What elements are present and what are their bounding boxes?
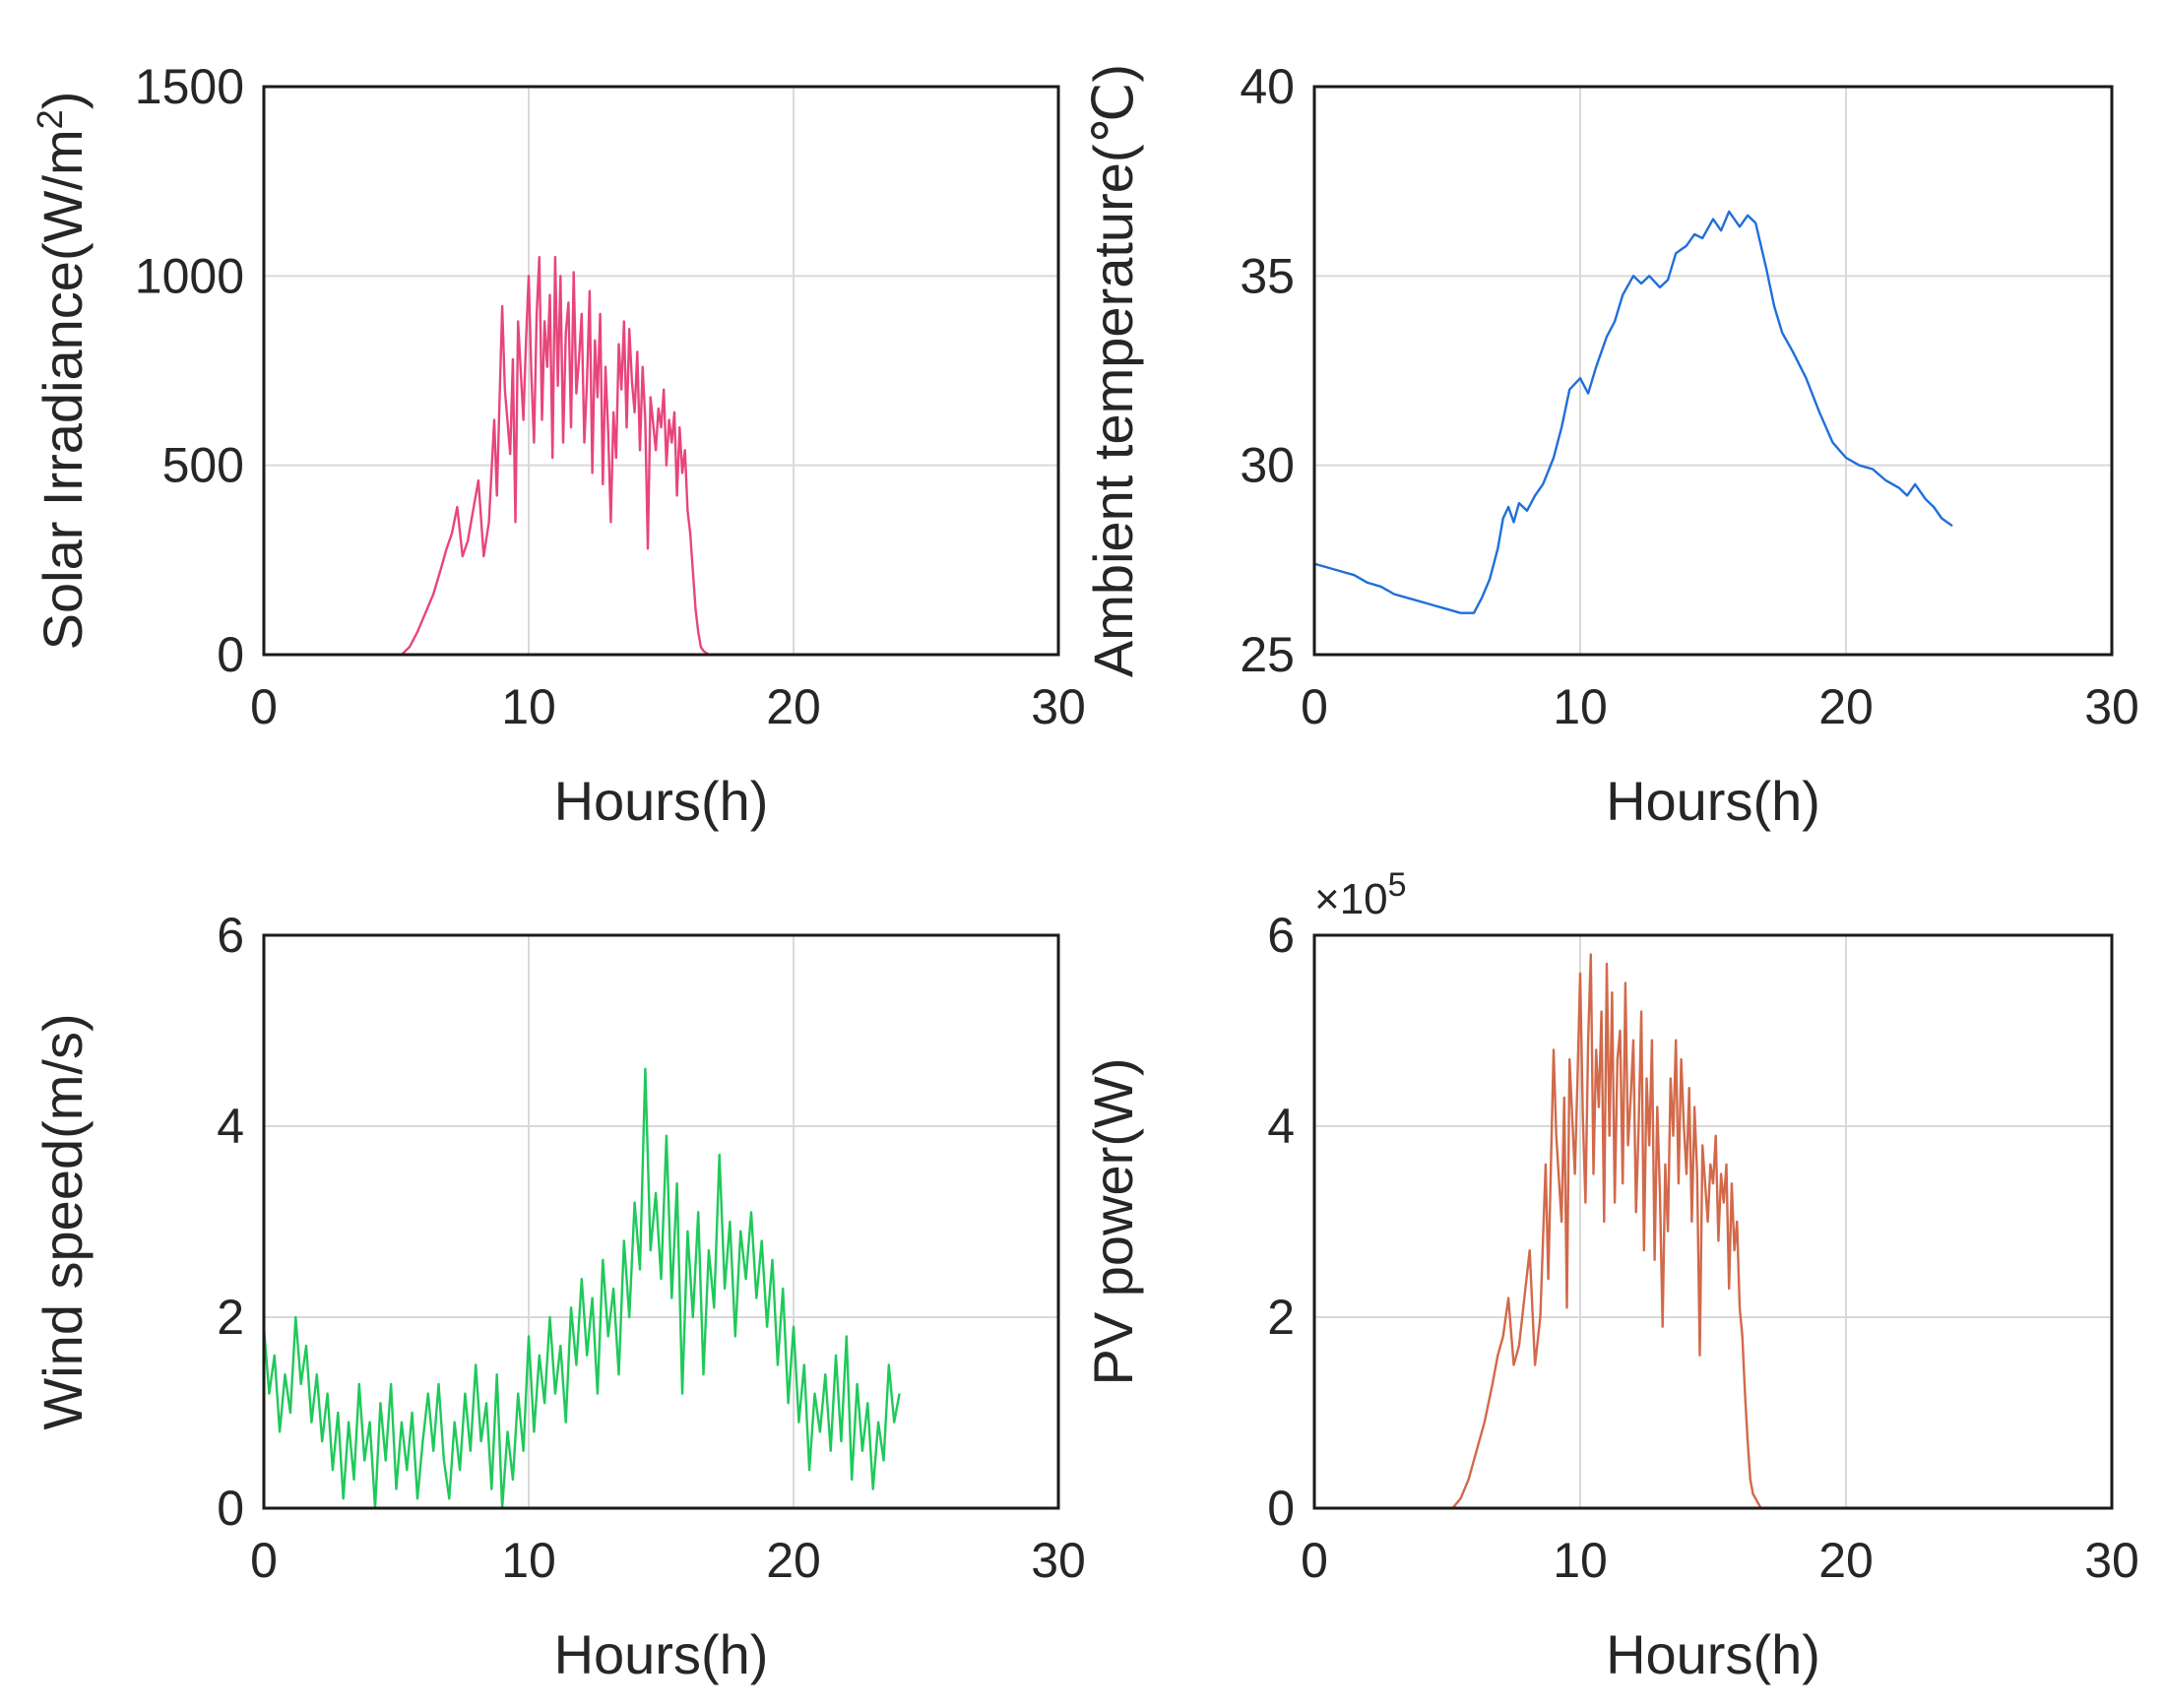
y-tick-label: 1500 [135,59,244,114]
x-tick-label: 10 [501,1533,556,1588]
y-tick-label: 35 [1240,248,1295,303]
x-axis-label: Hours(h) [1606,770,1820,832]
tick-labels: 0 10 20 30 0 2 4 6 [1267,908,2139,1588]
plot-area [264,87,1058,655]
y-tick-label: 4 [1267,1099,1295,1154]
chart-panel-4: 0 10 20 30 0 2 4 6 Hours(h) PV power(W) ×105 [1082,866,2139,1685]
y-tick-label: 25 [1240,627,1295,682]
y-tick-label: 30 [1240,438,1295,493]
axes-frame [1312,85,2114,657]
chart-panel-3: 0 10 20 30 0 2 4 6 Hours(h) Wind speed(m/s) [32,908,1086,1685]
tick-labels: 0 10 20 30 0 500 1000 1500 [135,59,1086,734]
y-tick-label: 2 [1267,1290,1295,1345]
y-exponent-label: ×105 [1314,866,1407,923]
y-tick-label: 0 [217,1481,244,1536]
gridlines [264,87,1058,655]
axes-frame [1312,933,2114,1510]
y-tick-label: 500 [162,438,244,493]
y-tick-label: 0 [1267,1481,1295,1536]
x-tick-label: 30 [2084,679,2139,734]
x-tick-label: 20 [1818,1533,1874,1588]
x-tick-label: 30 [1031,1533,1086,1588]
y-axis-label: Wind speed(m/s) [32,1013,94,1429]
x-tick-label: 20 [1818,679,1874,734]
series-line-ambient-temperature [1313,210,1953,614]
y-tick-label: 6 [1267,908,1295,963]
x-tick-label: 30 [2084,1533,2139,1588]
gridlines [1314,935,2112,1508]
y-tick-label: 4 [217,1099,244,1154]
tick-labels: 0 10 20 30 25 30 35 40 [1240,59,2138,734]
y-tick-label: 40 [1240,59,1295,114]
gridlines [1314,87,2112,655]
plot-area [264,935,1058,1508]
y-tick-label: 6 [217,908,244,963]
x-axis-label: Hours(h) [554,1623,769,1685]
plot-area [1314,935,2112,1508]
x-tick-label: 0 [1301,679,1328,734]
x-tick-label: 0 [250,1533,278,1588]
series-line-solar-irradiance [264,255,900,657]
x-axis-label: Hours(h) [554,770,769,832]
x-tick-label: 0 [1301,1533,1328,1588]
series-line-wind-speed [262,1067,901,1510]
series-line-pv-power [1314,953,1952,1510]
gridlines [264,935,1058,1508]
chart-panel-2: 0 10 20 30 25 30 35 40 Hours(h) Ambient temperatu… [1082,59,2139,832]
y-tick-label: 0 [217,627,244,682]
x-tick-label: 0 [250,679,278,734]
x-tick-label: 20 [766,679,821,734]
x-tick-label: 20 [766,1533,821,1588]
x-tick-label: 10 [501,679,556,734]
y-axis-label: Ambient temperature(℃) [1082,64,1144,677]
axes-frame [262,933,1060,1510]
x-tick-label: 10 [1553,1533,1608,1588]
y-tick-label: 1000 [135,248,244,303]
y-axis-label: Solar Irradiance(W/m2) [30,92,94,651]
y-tick-label: 2 [217,1290,244,1345]
axes-frame [262,85,1060,657]
x-tick-label: 10 [1553,679,1608,734]
plot-area [1314,87,2112,655]
x-axis-label: Hours(h) [1606,1623,1820,1685]
y-axis-label: PV power(W) [1082,1058,1144,1386]
x-tick-label: 30 [1031,679,1086,734]
chart-panel-1: 0 10 20 30 0 500 1000 1500 Hours(h) Solar Irradia… [30,59,1086,832]
tick-labels: 0 10 20 30 0 2 4 6 [217,908,1086,1588]
